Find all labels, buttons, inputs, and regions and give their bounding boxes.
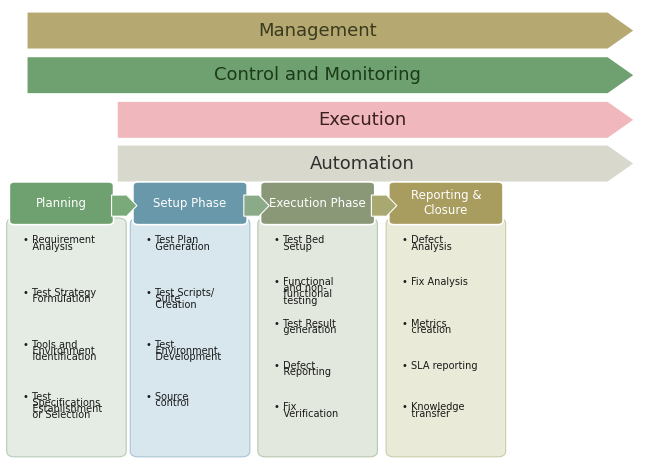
FancyBboxPatch shape [7, 218, 126, 457]
Text: or Selection: or Selection [23, 410, 90, 420]
Text: Management: Management [258, 22, 377, 39]
Text: Environment: Environment [23, 346, 94, 356]
Text: Planning: Planning [36, 197, 87, 210]
Text: Verification: Verification [274, 408, 338, 418]
FancyBboxPatch shape [389, 182, 503, 225]
Text: • Tools and: • Tools and [23, 340, 77, 350]
Text: Identification: Identification [23, 352, 96, 362]
Polygon shape [112, 194, 137, 217]
Text: Establishment: Establishment [23, 404, 102, 414]
Polygon shape [244, 194, 269, 217]
Text: Execution Phase: Execution Phase [269, 197, 366, 210]
Text: Execution: Execution [318, 111, 407, 129]
Text: • Fix: • Fix [274, 402, 296, 412]
Text: • Test Bed: • Test Bed [274, 235, 324, 245]
Text: Reporting: Reporting [274, 367, 331, 377]
Polygon shape [117, 145, 635, 182]
Text: functional: functional [274, 290, 332, 299]
Text: • Test: • Test [146, 340, 174, 350]
Text: • Defect: • Defect [274, 360, 315, 371]
Text: Specifications: Specifications [23, 398, 100, 408]
Text: • SLA reporting: • SLA reporting [402, 360, 478, 371]
Text: Formulation: Formulation [23, 294, 90, 304]
FancyBboxPatch shape [386, 218, 506, 457]
Text: generation: generation [274, 325, 337, 335]
FancyBboxPatch shape [133, 182, 247, 225]
Polygon shape [27, 12, 635, 49]
FancyBboxPatch shape [261, 182, 375, 225]
Text: • Requirement: • Requirement [23, 235, 95, 245]
Text: • Test: • Test [23, 392, 51, 402]
FancyBboxPatch shape [9, 182, 114, 225]
Text: transfer: transfer [402, 408, 450, 418]
Text: Analysis: Analysis [402, 242, 452, 251]
Text: Analysis: Analysis [23, 242, 72, 251]
Text: • Source: • Source [146, 392, 188, 402]
Text: Automation: Automation [310, 155, 415, 172]
Text: Setup Phase: Setup Phase [154, 197, 226, 210]
Text: • Test Result: • Test Result [274, 319, 336, 329]
Text: control: control [146, 398, 190, 408]
Text: and non-: and non- [274, 283, 327, 293]
Text: • Metrics: • Metrics [402, 319, 447, 329]
Text: • Defect: • Defect [402, 235, 444, 245]
Text: • Test Scripts/: • Test Scripts/ [146, 288, 214, 298]
Text: • Functional: • Functional [274, 277, 333, 287]
FancyBboxPatch shape [258, 218, 377, 457]
Text: Environment: Environment [146, 346, 218, 356]
Text: testing: testing [274, 296, 317, 306]
Text: Suite: Suite [146, 294, 180, 304]
Text: Creation: Creation [146, 300, 197, 310]
Polygon shape [117, 101, 635, 139]
Text: • Test Plan: • Test Plan [146, 235, 198, 245]
Text: • Test Strategy: • Test Strategy [23, 288, 96, 298]
Text: Control and Monitoring: Control and Monitoring [214, 66, 421, 84]
FancyBboxPatch shape [130, 218, 250, 457]
Text: Setup: Setup [274, 242, 312, 251]
Text: • Fix Analysis: • Fix Analysis [402, 277, 468, 287]
Polygon shape [371, 194, 397, 217]
Text: • Knowledge: • Knowledge [402, 402, 465, 412]
Text: creation: creation [402, 325, 452, 335]
Text: Reporting &
Closure: Reporting & Closure [411, 189, 481, 217]
Text: Development: Development [146, 352, 222, 362]
Polygon shape [27, 56, 635, 94]
Text: Generation: Generation [146, 242, 210, 251]
